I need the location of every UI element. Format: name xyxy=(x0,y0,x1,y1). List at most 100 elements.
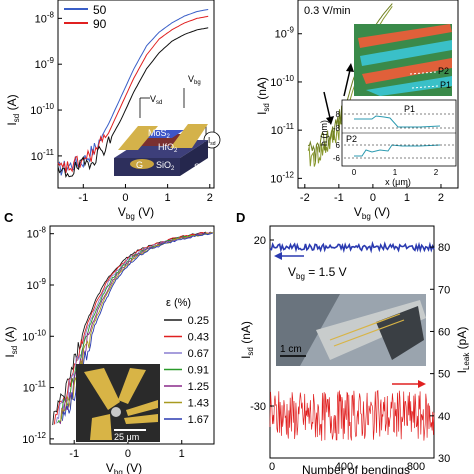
panel-c-legend-label: 0.43 xyxy=(188,332,209,344)
panel-a-ytick-label--9: 10-9 xyxy=(35,56,55,71)
panel-d-right-ticks: 80 70 60 50 40 30 xyxy=(430,242,450,465)
panel-a-legend-50-label: 50 xyxy=(93,3,107,17)
profile-p2-label: P2 xyxy=(346,134,357,144)
panel-c-legend: 0.25 0.43 0.67 0.91 1.25 1.43 1.67 xyxy=(164,315,209,426)
sweep-down-arrowhead xyxy=(326,116,334,125)
panel-c-legend-label: 1.25 xyxy=(188,381,209,393)
panel-a-xticks: -1 0 1 2 xyxy=(78,184,213,204)
profile-tick-6: 6 xyxy=(336,141,341,150)
panel-c-xtick-label: -1 xyxy=(69,448,79,460)
panel-a-ytick-label--8: 10-8 xyxy=(35,10,55,25)
panel-a-series-ref xyxy=(57,27,209,179)
panel-b-ylabel: Isd (nA) xyxy=(255,77,271,115)
panel-b-ytick-label--9: 10-9 xyxy=(275,26,295,41)
panel-b-ytick-label--12: 10-12 xyxy=(270,170,294,185)
panel-a-xtick-label: 2 xyxy=(207,192,213,204)
electrode-left xyxy=(118,126,158,150)
panel-d: D 20 -30 80 70 60 50 40 30 0 400 800 Isd (nA)… xyxy=(236,210,471,474)
photo-flake xyxy=(111,407,121,417)
electrode-right xyxy=(170,124,208,148)
panel-d-rtick-label: 50 xyxy=(438,369,450,381)
panel-c-frame xyxy=(49,225,215,445)
photo-scalebar-label: 25 μm xyxy=(114,432,139,442)
panel-d-ylabel-right: ILeak (pA) xyxy=(455,327,471,374)
substrate-si-edge xyxy=(180,140,208,176)
panel-a-series-90 xyxy=(57,15,209,174)
panel-b-xtick-label: 0 xyxy=(370,192,376,204)
panel-c-legend-label: 1.43 xyxy=(188,398,209,410)
panel-d-letter: D xyxy=(236,210,245,225)
panel-b-xticks: -2 -1 0 1 2 xyxy=(300,184,444,204)
panel-a-ytick-label--11: 10-11 xyxy=(31,148,55,163)
panel-c-ytick-label--11: 10-11 xyxy=(23,380,47,395)
panel-b-yticks: 10-9 10-10 10-11 10-12 xyxy=(270,26,302,185)
panel-b-xtick-label: 1 xyxy=(404,192,410,204)
panel-c-legend-label: 0.91 xyxy=(188,365,209,377)
afm-stripe-3 xyxy=(362,58,452,84)
panel-d-rtick-label: 80 xyxy=(438,242,450,254)
photo-electrode-3 xyxy=(126,400,158,416)
panel-b-ytick-label--11: 10-11 xyxy=(271,122,295,137)
panel-c-xtick-label: 0 xyxy=(125,448,131,460)
photo-clamp xyxy=(376,306,424,360)
panel-a-xtick-label: -1 xyxy=(78,192,88,204)
isd-label: Isd xyxy=(208,136,216,147)
panel-a-xtick-label: 1 xyxy=(165,192,171,204)
panel-a-ytick-label--10: 10-10 xyxy=(30,102,54,117)
panel-b-xlabel: Vbg (V) xyxy=(354,205,390,221)
panel-c-xtick-label: 1 xyxy=(179,448,185,460)
panel-b-afm-inset: P2 P1 xyxy=(354,24,452,96)
profile-tick-neg6: -6 xyxy=(333,154,341,163)
g-label: G xyxy=(136,160,143,170)
panel-d-curves xyxy=(269,240,435,441)
panel-c-xlabel: Vbg (V) xyxy=(106,461,142,474)
panel-a-ylabel: Isd (A) xyxy=(5,94,21,125)
profile-tick-8: 8 xyxy=(336,110,341,119)
panel-a-xtick-label: 0 xyxy=(122,192,128,204)
panel-c-ytick-label--10: 10-10 xyxy=(22,328,46,343)
panel-d-rtick-label: 30 xyxy=(438,453,450,465)
hfo2-label: HfO2 xyxy=(158,142,178,154)
panel-a-frame xyxy=(57,0,215,189)
si-label: Si xyxy=(194,162,202,172)
sweep-down-arrow xyxy=(323,91,331,119)
panel-c-ylabel: Isd (A) xyxy=(3,326,19,357)
panel-b-profile-inset: P1 P2 8 -8 6 -6 h (nm) 0 1 2 x (μm) xyxy=(319,99,457,187)
photo-electrode-1 xyxy=(84,368,120,410)
sio2-label: SiO2 xyxy=(156,160,175,172)
panel-c-ytick-label--8: 10-8 xyxy=(27,226,47,241)
afm-line-p2 xyxy=(409,71,437,75)
panel-d-series-ILeak xyxy=(269,389,435,441)
panel-d-rtick-label: 60 xyxy=(438,326,450,338)
panel-c-legend-title: ε (%) xyxy=(166,297,191,309)
panel-d-rtick-label: 70 xyxy=(438,284,450,296)
profile-hlabel: h (nm) xyxy=(319,120,329,146)
panel-c-ytick-label--12: 10-12 xyxy=(22,431,46,446)
panel-a-series-50 xyxy=(57,9,209,176)
panel-d-xtick-800: 800 xyxy=(407,461,425,473)
panel-b-ytick-label--10: 10-10 xyxy=(270,74,294,89)
afm-stripe-2 xyxy=(360,40,452,66)
profile-p2-trace xyxy=(354,144,441,157)
panel-d-xtick-400: 400 xyxy=(335,461,353,473)
afm-p1-label: P1 xyxy=(440,80,451,90)
panel-d-xlabel: Number of bendings xyxy=(302,463,410,474)
panel-b-xtick-label: -1 xyxy=(334,192,344,204)
panel-d-xtick-0: 0 xyxy=(269,461,275,473)
photo-scalebar-d-label: 1 cm xyxy=(280,344,302,355)
panel-d-vbg-text: Vbg = 1.5 V xyxy=(288,265,347,281)
mos2-label: MoS2 xyxy=(148,128,171,140)
panel-c-letter: C xyxy=(4,210,14,225)
panel-a-device-inset: Vsd Vbg Isd MoS2 HfO2 SiO2 G Si xyxy=(114,74,221,176)
panel-d-series-Isd xyxy=(269,240,435,254)
panel-a-legend-90-label: 90 xyxy=(93,17,107,31)
panel-b-rate: 0.3 V/min xyxy=(304,5,350,17)
panel-b-xtick-label: -2 xyxy=(300,192,310,204)
photo-electrode-5 xyxy=(90,414,112,440)
panel-c-legend-label: 1.67 xyxy=(188,414,209,426)
photo-bg-dark xyxy=(276,294,340,366)
panel-d-ylabel-left: Isd (nA) xyxy=(239,321,255,359)
photo-trace-2 xyxy=(333,319,405,347)
sweep-up-arrowhead xyxy=(346,63,354,72)
